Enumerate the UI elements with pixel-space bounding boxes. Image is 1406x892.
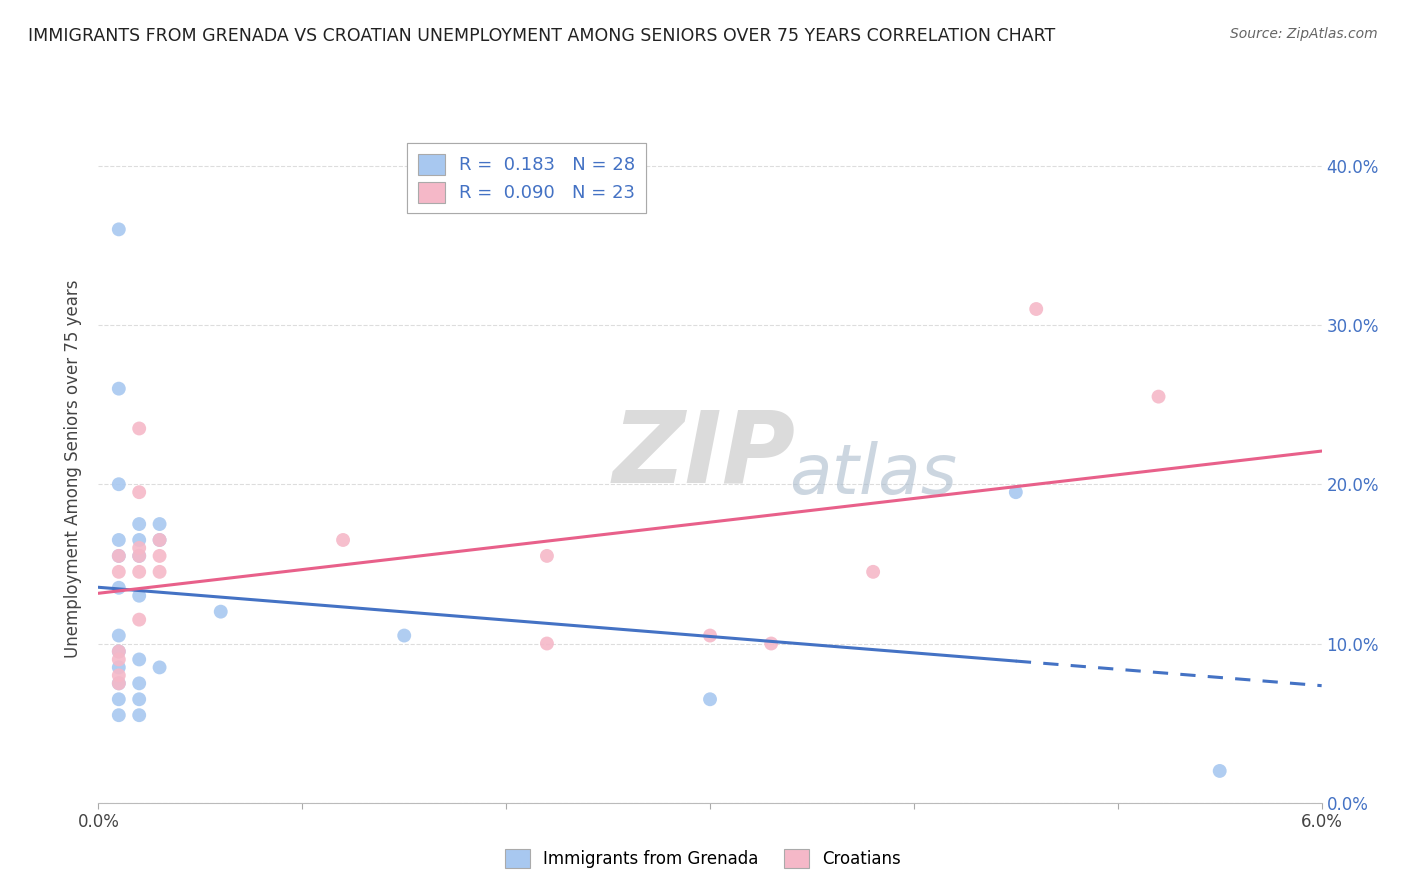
Y-axis label: Unemployment Among Seniors over 75 years: Unemployment Among Seniors over 75 years [65,279,83,657]
Point [392,628,416,642]
Point [149,517,172,532]
Point [108,477,131,491]
Point [128,652,150,666]
Point [108,676,131,690]
Point [128,485,150,500]
Point [1025,301,1047,316]
Point [108,692,131,706]
Point [108,676,131,690]
Point [128,549,150,563]
Point [1147,390,1170,404]
Point [128,421,150,435]
Point [108,628,131,642]
Point [149,660,172,674]
Point [1208,764,1232,778]
Point [108,660,131,674]
Point [149,533,172,547]
Point [128,549,150,563]
Point [149,565,172,579]
Point [128,589,150,603]
Point [128,533,150,547]
Point [128,517,150,532]
Point [108,565,131,579]
Point [761,636,783,650]
Point [108,581,131,595]
Point [128,692,150,706]
Point [108,549,131,563]
Point [536,549,558,563]
Text: atlas: atlas [790,442,957,508]
Point [108,222,131,236]
Text: Source: ZipAtlas.com: Source: ZipAtlas.com [1230,27,1378,41]
Point [1004,485,1026,500]
Legend: Immigrants from Grenada, Croatians: Immigrants from Grenada, Croatians [499,842,907,875]
Point [699,692,721,706]
Point [149,533,172,547]
Point [209,605,232,619]
Point [128,565,150,579]
Point [108,708,131,723]
Point [128,541,150,555]
Point [128,613,150,627]
Point [108,644,131,658]
Point [128,708,150,723]
Text: IMMIGRANTS FROM GRENADA VS CROATIAN UNEMPLOYMENT AMONG SENIORS OVER 75 YEARS COR: IMMIGRANTS FROM GRENADA VS CROATIAN UNEM… [28,27,1056,45]
Text: ZIP: ZIP [612,407,796,503]
Point [149,549,172,563]
Point [108,549,131,563]
Point [108,668,131,682]
Point [108,533,131,547]
Point [862,565,884,579]
Point [108,652,131,666]
Point [332,533,354,547]
Point [699,628,721,642]
Point [536,636,558,650]
Point [108,382,131,396]
Point [108,644,131,658]
Point [128,676,150,690]
Legend: R =  0.183   N = 28, R =  0.090   N = 23: R = 0.183 N = 28, R = 0.090 N = 23 [406,143,647,213]
